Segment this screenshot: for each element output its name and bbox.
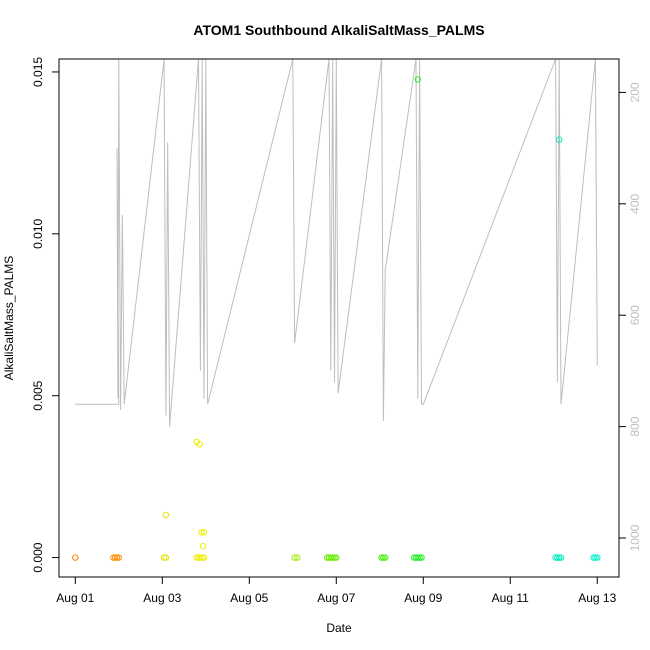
data-point — [196, 441, 203, 448]
data-point — [331, 554, 338, 561]
y-tick-label: 0.015 — [31, 57, 45, 87]
data-point — [592, 554, 599, 561]
data-point — [199, 554, 206, 561]
data-point — [200, 554, 208, 561]
data-point — [199, 543, 207, 550]
right-tick-label: 200 — [628, 82, 642, 102]
y-axis-label: AlkaliSaltMass_PALMS — [2, 256, 16, 381]
data-point — [590, 554, 597, 561]
data-point — [556, 554, 563, 561]
secondary-series-line — [75, 58, 598, 427]
data-point — [72, 554, 79, 561]
data-point — [162, 554, 170, 561]
data-point — [418, 554, 425, 561]
data-point — [200, 529, 208, 536]
x-tick-label: Aug 07 — [317, 591, 355, 605]
x-tick-label: Aug 13 — [578, 591, 616, 605]
data-point — [554, 554, 561, 561]
data-point — [380, 554, 387, 561]
y-tick-label: 0.000 — [31, 542, 45, 572]
data-point — [416, 554, 423, 561]
data-points-layer — [72, 76, 601, 561]
x-axis-label: Date — [326, 621, 352, 635]
data-point — [594, 554, 601, 561]
data-point — [294, 554, 301, 561]
data-point — [198, 529, 205, 536]
plot-frame — [58, 58, 620, 578]
data-point — [291, 554, 298, 561]
data-point — [329, 554, 336, 561]
right-axis: 200 400 600 800 1000 — [618, 82, 642, 551]
data-point — [112, 554, 119, 561]
chart-title: ATOM1 Southbound AlkaliSaltMass_PALMS — [193, 22, 484, 38]
right-tick-label: 800 — [628, 416, 642, 436]
data-point — [197, 554, 204, 561]
x-axis: Aug 01 Aug 03 Aug 05 Aug 07 Aug 09 Aug 11 Aug … — [56, 576, 617, 605]
y-tick-label: 0.005 — [31, 380, 45, 410]
data-point — [378, 554, 385, 561]
data-point — [333, 554, 340, 561]
x-tick-label: Aug 11 — [492, 591, 529, 605]
data-point — [113, 554, 121, 561]
right-tick-label: 1000 — [628, 524, 642, 551]
data-point — [160, 554, 168, 561]
data-point — [162, 511, 170, 518]
data-point — [382, 554, 389, 561]
secondary-line-layer — [75, 58, 598, 427]
data-point — [557, 554, 565, 561]
right-tick-label: 400 — [628, 193, 642, 213]
right-tick-label: 600 — [628, 305, 642, 325]
data-point — [115, 554, 123, 561]
data-point — [414, 554, 421, 561]
x-tick-label: Aug 09 — [404, 591, 442, 605]
x-tick-label: Aug 03 — [143, 591, 181, 605]
data-point — [556, 136, 563, 143]
x-tick-label: Aug 05 — [230, 591, 268, 605]
x-tick-label: Aug 01 — [56, 591, 94, 605]
y-axis: 0.000 0.005 0.010 0.015 — [31, 57, 60, 573]
y-tick-label: 0.010 — [31, 218, 45, 248]
data-point — [414, 76, 421, 83]
